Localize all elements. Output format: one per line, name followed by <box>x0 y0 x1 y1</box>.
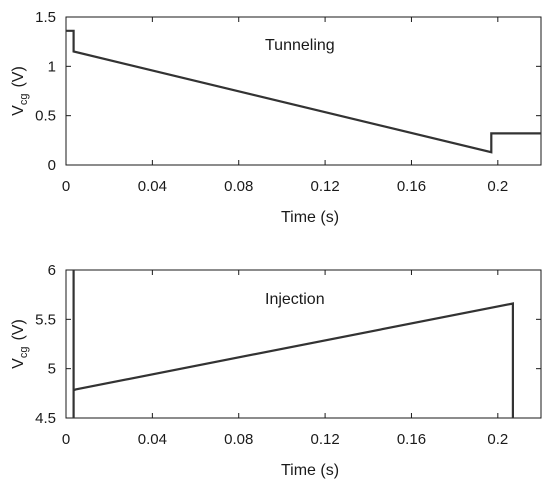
y-tick-labels: 0 0.5 1 1.5 <box>35 9 56 174</box>
annotation-label: Tunneling <box>265 37 335 54</box>
x-tick-label: 0.04 <box>138 178 167 195</box>
y-axis-title-main: V <box>10 105 27 116</box>
y-tick-label: 4.5 <box>35 410 56 427</box>
x-tick-label: 0.12 <box>310 178 339 195</box>
x-tick-label: 0.16 <box>397 431 426 448</box>
y-axis-title-sub: cg <box>18 94 30 106</box>
y-tick-label: 5 <box>48 361 56 378</box>
x-tick-label: 0.12 <box>310 431 339 448</box>
tick-marks <box>65 16 541 166</box>
y-axis-title: Vcg (V) <box>10 319 30 369</box>
y-tick-label: 0 <box>48 157 56 174</box>
x-tick-label: 0.08 <box>224 178 253 195</box>
plot-frame <box>65 16 542 166</box>
tick-marks <box>65 269 541 419</box>
x-tick-label: 0.2 <box>487 431 508 448</box>
x-tick-label: 0.04 <box>138 431 167 448</box>
tunneling-chart: 0 0.04 0.08 0.12 0.16 0.2 00.511.5 Tunneling … <box>10 9 542 226</box>
annotation-label: Injection <box>265 291 325 308</box>
y-axis-title-sub: cg <box>18 347 30 359</box>
y-tick-label: 6 <box>48 262 56 279</box>
y-tick-label: 0.5 <box>35 108 56 125</box>
y-tick-label: 1.5 <box>35 9 56 26</box>
x-axis-title: Time (s) <box>281 209 339 226</box>
y-tick-labels: 4.5 5 5.5 6 <box>35 262 56 427</box>
x-tick-labels: 0 0.04 0.08 0.12 0.16 0.2 <box>62 431 508 448</box>
x-tick-label: 0.16 <box>397 178 426 195</box>
x-tick-label: 0 <box>62 431 70 448</box>
voltage-trace <box>66 29 541 154</box>
y-axis-title-unit: (V) <box>10 66 27 87</box>
y-axis-title-unit: (V) <box>10 319 27 340</box>
y-axis-title-main: V <box>10 358 27 369</box>
x-tick-labels: 0 0.04 0.08 0.12 0.16 0.2 <box>62 178 508 195</box>
x-tick-label: 0.08 <box>224 431 253 448</box>
x-tick-label: 0 <box>62 178 70 195</box>
x-tick-label: 0.2 <box>487 178 508 195</box>
plot-frame <box>65 269 542 419</box>
y-axis-title: Vcg (V) <box>10 66 30 116</box>
injection-chart: 0 0.04 0.08 0.12 0.16 0.2 4.555.56 Injection … <box>10 262 542 479</box>
voltage-trace <box>72 270 514 418</box>
y-tick-label: 5.5 <box>35 311 56 328</box>
x-axis-title: Time (s) <box>281 462 339 479</box>
y-tick-label: 1 <box>48 58 56 75</box>
